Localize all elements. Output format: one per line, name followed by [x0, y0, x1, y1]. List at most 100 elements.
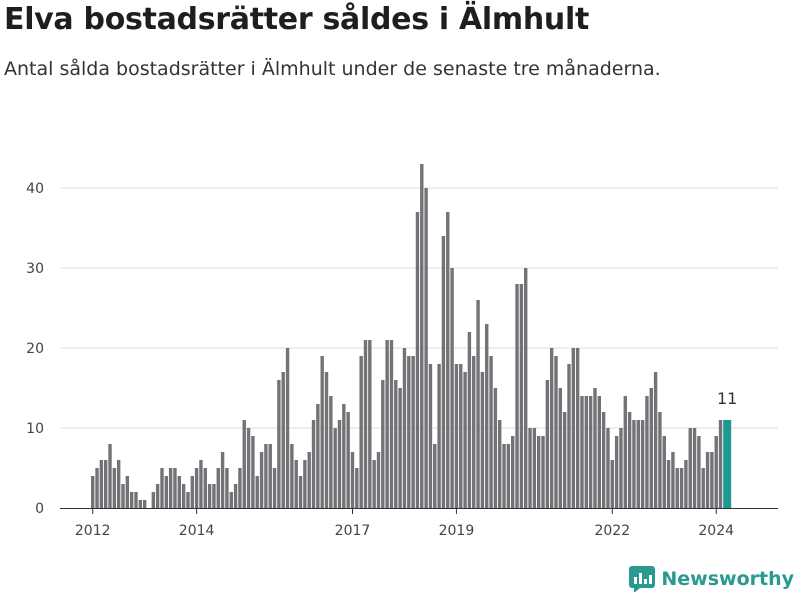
bar	[394, 380, 398, 508]
bar	[216, 468, 220, 508]
bar	[428, 364, 433, 508]
bar	[472, 356, 476, 508]
bar	[329, 396, 333, 508]
bar	[485, 324, 489, 508]
bar	[160, 468, 164, 508]
bar	[355, 468, 359, 508]
bar	[372, 460, 376, 508]
bar	[692, 428, 697, 508]
bar	[498, 420, 502, 508]
bar	[337, 420, 342, 508]
bar	[705, 452, 710, 508]
bar	[536, 436, 541, 508]
x-tick-label-2019: 2019	[439, 523, 475, 539]
bar	[528, 428, 532, 508]
bar	[489, 356, 493, 508]
bar	[502, 444, 506, 508]
bar	[99, 460, 104, 508]
bar	[710, 452, 714, 508]
newsworthy-brand[interactable]: Newsworthy	[629, 566, 794, 592]
bar	[138, 500, 143, 508]
bar	[671, 452, 675, 508]
bar	[255, 476, 259, 508]
bar	[446, 212, 450, 508]
bar	[129, 492, 134, 508]
bar	[363, 340, 368, 508]
bar-chart-logo-icon	[629, 566, 656, 592]
bar	[697, 436, 701, 508]
bar	[207, 484, 212, 508]
x-tick-label-2022: 2022	[594, 523, 630, 539]
bar	[415, 212, 420, 508]
bar	[238, 468, 242, 508]
bar	[342, 404, 346, 508]
bar	[666, 460, 671, 508]
bar	[186, 492, 190, 508]
bar	[437, 364, 441, 508]
bar	[545, 380, 550, 508]
bar	[658, 412, 662, 508]
bar	[627, 412, 632, 508]
bar	[614, 436, 619, 508]
bar	[571, 348, 576, 508]
bar	[459, 364, 463, 508]
bar	[549, 348, 554, 508]
bar	[411, 356, 415, 508]
bar	[640, 420, 645, 508]
bar	[285, 348, 290, 508]
bar	[151, 492, 156, 508]
bar	[653, 372, 658, 508]
y-tick-label-0: 0	[35, 501, 44, 517]
bar	[381, 380, 385, 508]
bar	[281, 372, 285, 508]
bar	[701, 468, 705, 508]
bar	[95, 468, 99, 508]
bar	[168, 468, 173, 508]
bar	[199, 460, 203, 508]
bar	[649, 388, 653, 508]
bar	[476, 300, 480, 508]
bar	[515, 284, 519, 508]
chart-title: Elva bostadsrätter såldes i Älmhult	[4, 2, 590, 37]
bar	[298, 476, 303, 508]
bar	[588, 396, 593, 508]
bar	[376, 452, 381, 508]
bar	[554, 356, 558, 508]
bar	[121, 484, 125, 508]
bar	[203, 468, 207, 508]
bar	[584, 396, 589, 508]
bar	[268, 444, 272, 508]
bar	[181, 484, 186, 508]
bar	[242, 420, 246, 508]
y-tick-label-40: 40	[26, 181, 44, 197]
bar	[311, 420, 316, 508]
bar	[164, 476, 169, 508]
bar	[480, 372, 485, 508]
bar	[103, 460, 108, 508]
bar	[259, 452, 264, 508]
bar	[324, 372, 329, 508]
bar	[294, 460, 298, 508]
bar	[398, 388, 402, 508]
bar	[320, 356, 324, 508]
x-tick-label-2017: 2017	[335, 523, 371, 539]
bar	[246, 428, 251, 508]
bar	[610, 460, 614, 508]
bar	[580, 396, 584, 508]
bar	[251, 436, 255, 508]
bar	[541, 436, 545, 508]
bar	[467, 332, 472, 508]
y-axis-ticks: 0 10 20 30 40	[26, 181, 44, 517]
bar	[368, 340, 372, 508]
bar	[684, 460, 688, 508]
bar	[389, 340, 394, 508]
bar	[558, 388, 563, 508]
bar	[593, 388, 597, 508]
bar	[112, 468, 117, 508]
bar	[493, 388, 498, 508]
bar	[407, 356, 411, 508]
bar	[519, 284, 524, 508]
bar	[173, 468, 177, 508]
bar	[688, 428, 692, 508]
bar	[619, 428, 623, 508]
